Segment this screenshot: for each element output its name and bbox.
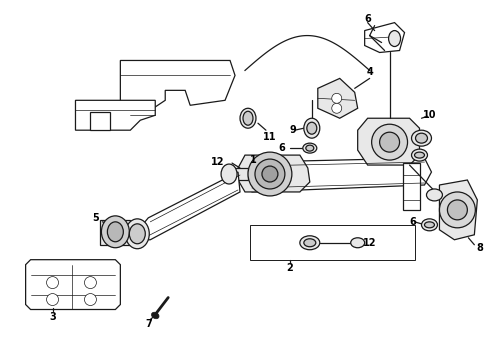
Ellipse shape <box>424 222 435 228</box>
Ellipse shape <box>125 219 149 249</box>
Text: 5: 5 <box>92 213 99 223</box>
Ellipse shape <box>248 152 292 196</box>
Ellipse shape <box>440 192 475 228</box>
Ellipse shape <box>371 124 408 160</box>
Ellipse shape <box>415 152 424 158</box>
Text: 6: 6 <box>278 143 285 153</box>
Text: 6: 6 <box>409 217 416 227</box>
Ellipse shape <box>380 132 399 152</box>
Ellipse shape <box>304 239 316 247</box>
Text: 2: 2 <box>287 263 293 273</box>
Text: 8: 8 <box>476 243 483 253</box>
Text: 6: 6 <box>364 14 371 24</box>
Ellipse shape <box>221 164 237 184</box>
Text: 7: 7 <box>145 319 151 329</box>
Ellipse shape <box>306 145 314 151</box>
Polygon shape <box>100 220 130 245</box>
Ellipse shape <box>129 224 145 244</box>
Circle shape <box>84 276 97 289</box>
Polygon shape <box>365 23 405 53</box>
Polygon shape <box>318 78 358 118</box>
Text: 3: 3 <box>49 312 56 323</box>
Polygon shape <box>138 172 240 240</box>
Polygon shape <box>75 100 155 130</box>
Polygon shape <box>403 163 419 210</box>
Ellipse shape <box>307 122 317 134</box>
Ellipse shape <box>101 216 129 248</box>
Bar <box>91 112 110 130</box>
Ellipse shape <box>351 238 365 248</box>
Circle shape <box>47 293 58 306</box>
Ellipse shape <box>389 31 400 46</box>
Polygon shape <box>238 155 310 192</box>
Ellipse shape <box>240 108 256 128</box>
Ellipse shape <box>243 111 253 125</box>
Text: 4: 4 <box>366 67 373 77</box>
Ellipse shape <box>107 222 123 242</box>
Ellipse shape <box>426 189 442 201</box>
Bar <box>250 225 415 260</box>
Polygon shape <box>240 158 432 192</box>
Ellipse shape <box>300 236 320 250</box>
Ellipse shape <box>416 133 427 143</box>
Text: 10: 10 <box>423 110 436 120</box>
Ellipse shape <box>304 118 320 138</box>
Ellipse shape <box>303 143 317 153</box>
Ellipse shape <box>412 130 432 146</box>
Polygon shape <box>230 168 248 180</box>
Ellipse shape <box>151 312 159 319</box>
Polygon shape <box>121 60 235 110</box>
Polygon shape <box>358 118 419 165</box>
Polygon shape <box>440 180 477 240</box>
Ellipse shape <box>447 200 467 220</box>
Circle shape <box>332 103 342 113</box>
Circle shape <box>47 276 58 289</box>
Text: 12: 12 <box>211 157 225 167</box>
Ellipse shape <box>412 149 427 161</box>
Circle shape <box>84 293 97 306</box>
Ellipse shape <box>262 166 278 182</box>
Ellipse shape <box>421 219 438 231</box>
Ellipse shape <box>255 159 285 189</box>
Text: 12: 12 <box>363 238 376 248</box>
Text: 9: 9 <box>290 125 296 135</box>
Polygon shape <box>25 260 121 310</box>
Text: 1: 1 <box>249 155 256 165</box>
Circle shape <box>332 93 342 103</box>
Text: 11: 11 <box>263 132 277 142</box>
